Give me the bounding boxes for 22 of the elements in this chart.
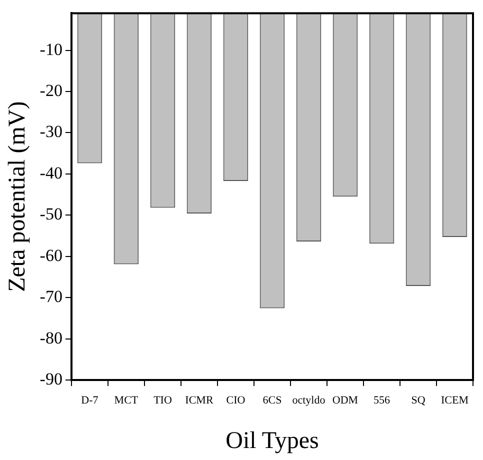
x-tick-label: TIO	[154, 394, 172, 406]
y-tick-label: -40	[40, 163, 62, 182]
y-tick-label: -80	[40, 328, 62, 348]
x-tick-label: ICEM	[441, 394, 469, 406]
x-tick-label: 6CS	[262, 394, 282, 406]
y-tick-label: -10	[40, 40, 62, 59]
x-tick-label: D-7	[81, 394, 99, 406]
x-axis-title: Oil Types	[226, 428, 319, 454]
y-tick-label: -20	[40, 80, 62, 100]
x-tick-label: SQ	[411, 394, 426, 406]
y-axis-title: Zeta potential (mV)	[4, 101, 31, 292]
x-tick-label: CIO	[226, 394, 246, 406]
x-tick-label: 556	[373, 394, 390, 406]
x-tick-label: MCT	[114, 394, 138, 406]
y-tick-label: -70	[40, 287, 62, 306]
x-tick-label: ICMR	[185, 394, 214, 406]
y-tick-label: -30	[40, 122, 62, 142]
y-tick-label: -90	[40, 369, 62, 388]
x-tick-label: ODM	[332, 394, 358, 406]
x-tick-label: octyldo	[292, 394, 326, 406]
y-tick-label: -60	[40, 246, 62, 265]
y-tick-label: -50	[40, 204, 62, 224]
